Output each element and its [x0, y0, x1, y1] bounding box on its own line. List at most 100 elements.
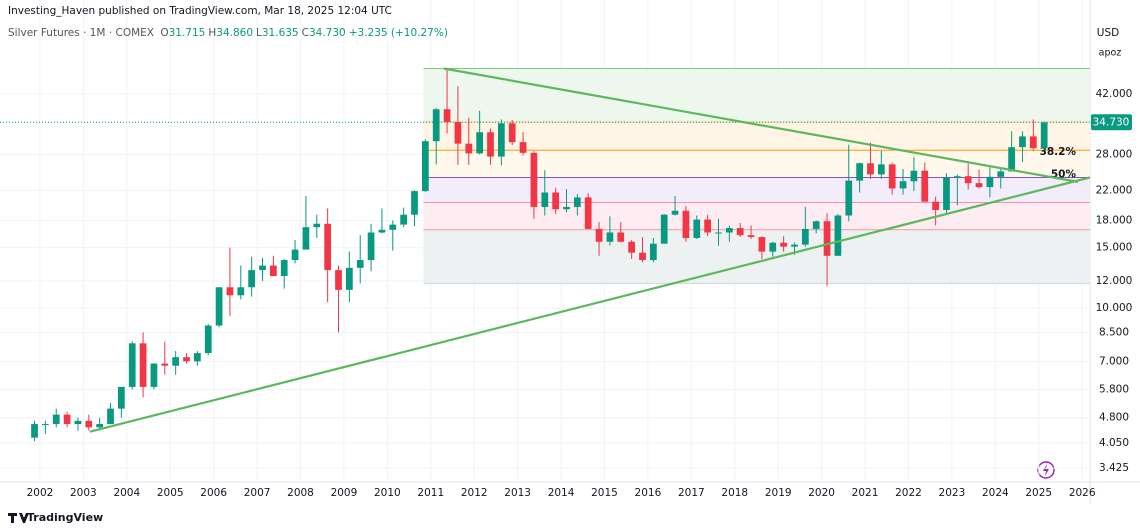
tv-logo: [8, 513, 29, 523]
ohlc-key: C: [301, 27, 309, 39]
y-tick-label: 4.050: [1099, 437, 1129, 449]
candle-body: [910, 170, 918, 182]
candle-body: [150, 363, 158, 387]
candle-body: [845, 180, 853, 216]
scale-mode: apoz: [1099, 48, 1122, 59]
candle-body: [270, 265, 277, 277]
x-tick-label: 2021: [852, 487, 879, 499]
candle-body: [302, 227, 310, 250]
x-tick-label: 2006: [200, 487, 227, 499]
candle-body: [747, 235, 755, 238]
candle-body: [964, 176, 972, 184]
candle-body: [443, 109, 451, 122]
candle-body: [791, 244, 798, 247]
candle-body: [899, 181, 907, 189]
trendline: [89, 176, 1090, 433]
x-tick-label: 2003: [70, 487, 97, 499]
x-tick-label: 2013: [504, 487, 531, 499]
y-tick-label: 15.000: [1096, 242, 1133, 254]
candle-body: [617, 232, 625, 242]
candle-body: [411, 191, 418, 215]
candle-body: [42, 424, 49, 426]
x-tick-label: 2020: [808, 487, 835, 499]
ohlc-value: 34.860: [216, 27, 254, 39]
candle-body: [953, 176, 961, 178]
candle-body: [259, 265, 266, 271]
candle-body: [812, 221, 820, 229]
x-tick-label: 2004: [113, 487, 140, 499]
candle-body: [704, 219, 711, 233]
x-tick-label: 2025: [1025, 487, 1052, 499]
candle-body: [1029, 136, 1037, 149]
x-tick-label: 2019: [765, 487, 792, 499]
candle-body: [96, 424, 104, 428]
candle-body: [345, 267, 353, 290]
candle-body: [877, 164, 885, 175]
x-tick-label: 2018: [721, 487, 748, 499]
x-tick-label: 2010: [374, 487, 401, 499]
x-tick-label: 2023: [939, 487, 966, 499]
candle-body: [780, 242, 787, 247]
y-tick-label: 22.000: [1096, 184, 1133, 196]
x-tick-label: 2024: [982, 487, 1009, 499]
candle-body: [432, 109, 440, 142]
last-price-label: 34.730: [1093, 116, 1130, 128]
candle-body: [671, 210, 679, 215]
y-tick-label: 18.000: [1096, 214, 1133, 226]
candle-body: [497, 123, 505, 157]
y-tick-label: 12.000: [1096, 275, 1133, 287]
last-price-box: [1091, 114, 1132, 131]
x-tick-label: 2008: [287, 487, 314, 499]
candle-body: [476, 132, 484, 154]
candle-body: [921, 170, 929, 202]
candle-body: [519, 142, 527, 153]
alert-icon[interactable]: [1037, 461, 1055, 479]
candle-body: [552, 192, 560, 210]
plot-area: 38.2%50%: [0, 0, 1090, 482]
candle-body: [139, 343, 147, 387]
x-tick-label: 2015: [591, 487, 618, 499]
candle-body: [541, 192, 549, 207]
candle-body: [660, 214, 668, 244]
ohlc-key: H: [208, 27, 217, 39]
candle-body: [400, 214, 408, 225]
candle-body: [335, 270, 342, 290]
symbol-legend: Silver Futures · 1M · COMEX O31.715 H34.8…: [8, 27, 451, 39]
x-tick-label: 2005: [157, 487, 184, 499]
fib-zone: [423, 68, 1090, 122]
candle-body: [356, 260, 364, 268]
candle-body: [389, 224, 397, 230]
candle-body: [1040, 122, 1048, 149]
candle-body: [226, 287, 234, 296]
candle-body: [573, 197, 581, 207]
candle-body: [280, 260, 288, 277]
x-tick-label: 2002: [27, 487, 54, 499]
candle-body: [769, 242, 777, 252]
ohlc-value: 31.715: [168, 27, 206, 39]
ohlc-value: 34.730: [308, 27, 346, 39]
candle-body: [215, 287, 223, 326]
publisher: Investing_Haven published on TradingView…: [8, 5, 392, 17]
candle-body: [194, 353, 201, 362]
y-tick-label: 10.000: [1096, 302, 1133, 314]
y-tick-label: 42.000: [1096, 88, 1133, 100]
candle-body: [465, 143, 473, 154]
fib-zone: [423, 229, 1090, 284]
candle-body: [736, 228, 744, 236]
candle-body: [508, 123, 516, 143]
candle-body: [118, 386, 125, 409]
candle-body: [85, 420, 93, 428]
candle-body: [943, 177, 950, 210]
candle-body: [530, 152, 538, 207]
x-tick-label: 2014: [548, 487, 575, 499]
ohlc-key: L: [256, 27, 262, 39]
ohlc-value: 31.635: [261, 27, 299, 39]
candle-body: [248, 270, 256, 288]
candle-body: [324, 223, 332, 271]
candle-body: [628, 241, 636, 253]
x-tick-label: 2026: [1069, 487, 1096, 499]
alert-icon-bolt: [1043, 464, 1049, 476]
candle-body: [237, 287, 245, 296]
fib-zone: [423, 121, 1090, 151]
